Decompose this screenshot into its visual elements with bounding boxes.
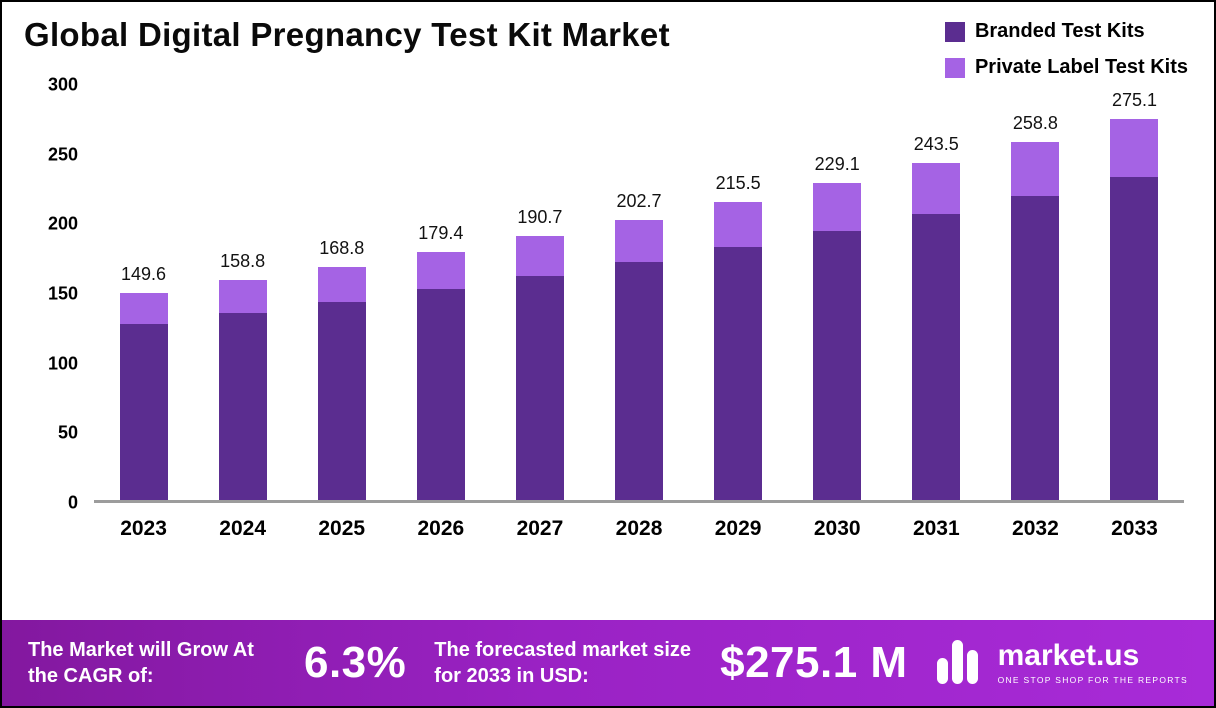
bar-2028: 202.7: [589, 85, 688, 500]
bar-segment-private-label-2029: [714, 201, 763, 247]
x-axis-label-2026: 2026: [417, 517, 465, 540]
x-axis-label-2033: 2033: [1111, 517, 1158, 540]
bar-segment-branded-2025: [317, 301, 366, 500]
legend-item-private-label: Private Label Test Kits: [944, 56, 1188, 79]
bar-segment-private-label-2030: [813, 183, 862, 231]
bar-segment-private-label-2025: [317, 266, 366, 302]
bar-segment-branded-2026: [416, 289, 465, 500]
bar-2026: 179.4: [391, 85, 490, 500]
bar-total-label-2027: 190.7: [517, 207, 563, 228]
x-axis-label-2024: 2024: [219, 517, 266, 540]
bar-segment-private-label-2028: [615, 219, 664, 262]
legend-swatch-branded: [944, 21, 965, 42]
bar-total-label-2030: 229.1: [814, 154, 860, 175]
bar-segment-branded-2024: [218, 313, 267, 500]
bar-2024: 158.8: [193, 85, 292, 500]
marketus-logo-icon: [936, 638, 988, 689]
y-axis-tick-250: 250: [47, 144, 78, 165]
x-axis-label-2031: 2031: [912, 517, 960, 540]
legend-swatch-private-label: [944, 57, 965, 78]
brand-tagline: ONE STOP SHOP FOR THE REPORTS: [997, 675, 1188, 685]
bar-segment-branded-2023: [119, 324, 168, 500]
x-axis: 2023 2024 2025 2026 2027 2028 2029 2030 2031 2032…: [94, 503, 1184, 551]
bottom-banner: The Market will Grow At the CAGR of: 6.3…: [2, 620, 1214, 706]
bar-total-label-2029: 215.5: [715, 172, 761, 193]
chart: 149.6 158.8 168.8 179.4 190.7 202.7 215.5 229.1…: [2, 75, 1214, 620]
forecast-label: The forecasted market size for 2033 in U…: [434, 639, 692, 687]
bar-2025: 168.8: [292, 85, 391, 500]
x-axis-label-2029: 2029: [714, 517, 762, 540]
x-axis-label-2028: 2028: [615, 517, 663, 540]
bar-segment-private-label-2024: [218, 280, 267, 314]
x-axis-label-2030: 2030: [813, 517, 861, 540]
bar-segment-branded-2027: [515, 275, 564, 500]
bar-segment-branded-2030: [813, 230, 862, 500]
y-axis-tick-150: 150: [47, 283, 78, 304]
bar-total-label-2028: 202.7: [616, 190, 662, 211]
x-axis-label-2027: 2027: [516, 517, 564, 540]
bar-total-label-2025: 168.8: [319, 237, 365, 258]
y-axis-tick-100: 100: [47, 353, 78, 374]
marketus-logo: market.us ONE STOP SHOP FOR THE REPORTS: [936, 638, 1188, 689]
bar-segment-branded-2032: [1011, 195, 1060, 500]
x-axis-label-2023: 2023: [120, 517, 167, 540]
x-axis-label-2025: 2025: [318, 517, 366, 540]
bar-segment-private-label-2023: [119, 293, 168, 325]
bar-2030: 229.1: [788, 85, 887, 500]
legend-label-private-label: Private Label Test Kits: [974, 56, 1188, 78]
cagr-value: 6.3%: [303, 638, 407, 687]
legend: Branded Test Kits Private Label Test Kit…: [944, 16, 1188, 79]
forecast-value: $275.1 M: [720, 638, 908, 687]
y-axis-tick-200: 200: [47, 213, 78, 234]
legend-label-branded: Branded Test Kits: [974, 20, 1145, 42]
bar-segment-private-label-2032: [1011, 142, 1060, 196]
bar-2031: 243.5: [887, 85, 986, 500]
bar-total-label-2024: 158.8: [220, 251, 266, 272]
brand-name: market.us: [997, 639, 1140, 672]
plot-area: 149.6 158.8 168.8 179.4 190.7 202.7 215.5 229.1…: [94, 85, 1184, 503]
marketus-logo-text: market.us ONE STOP SHOP FOR THE REPORTS: [997, 639, 1188, 686]
bar-2033: 275.1: [1085, 85, 1184, 500]
header: Global Digital Pregnancy Test Kit Market…: [2, 2, 1214, 79]
bar-total-label-2026: 179.4: [418, 222, 464, 243]
page-title: Global Digital Pregnancy Test Kit Market: [24, 16, 670, 53]
x-axis-label-2032: 2032: [1012, 517, 1059, 540]
cagr-label: The Market will Grow At the CAGR of:: [28, 639, 254, 687]
y-axis-tick-300: 300: [47, 74, 78, 95]
legend-item-branded: Branded Test Kits: [944, 20, 1188, 43]
bar-total-label-2032: 258.8: [1012, 113, 1058, 133]
bar-segment-branded-2028: [615, 261, 664, 500]
bar-segment-branded-2029: [714, 246, 763, 500]
bar-2023: 149.6: [94, 85, 193, 500]
bar-segment-private-label-2026: [416, 251, 465, 290]
y-axis-tick-0: 0: [67, 492, 78, 513]
bar-total-label-2033: 275.1: [1111, 90, 1157, 111]
bar-segment-branded-2031: [912, 213, 961, 500]
bar-segment-private-label-2033: [1110, 119, 1159, 177]
bar-2029: 215.5: [689, 85, 788, 500]
bar-segment-private-label-2031: [912, 163, 961, 214]
bar-segment-branded-2033: [1110, 176, 1159, 500]
bar-segment-private-label-2027: [515, 236, 564, 276]
bar-2027: 190.7: [490, 85, 589, 500]
plot-wrap: 149.6 158.8 168.8 179.4 190.7 202.7 215.5 229.1…: [48, 75, 1184, 513]
bar-2032: 258.8: [986, 85, 1085, 500]
y-axis-tick-50: 50: [57, 422, 78, 443]
bar-total-label-2023: 149.6: [121, 264, 167, 285]
bar-total-label-2031: 243.5: [913, 134, 959, 155]
